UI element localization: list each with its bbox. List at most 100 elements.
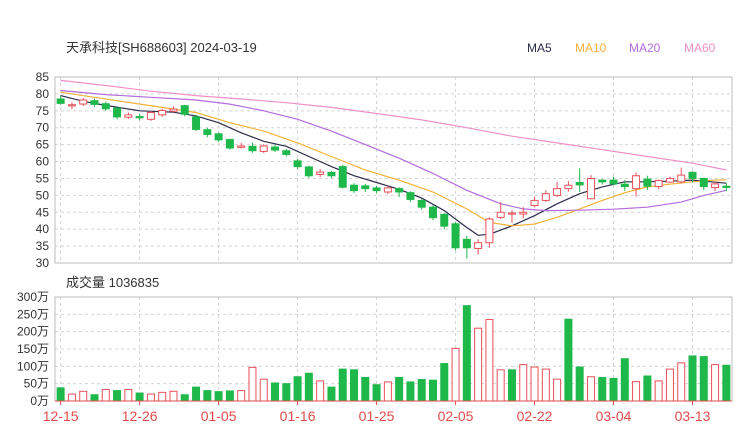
volume-bar: [609, 377, 618, 402]
candle-body: [372, 187, 381, 192]
volume-bar: [428, 379, 437, 402]
candle-body: [225, 139, 234, 149]
volume-bar: [67, 393, 76, 402]
chart-title: 天承科技[SH688603] 2024-03-19: [66, 40, 257, 55]
candle-body: [237, 145, 246, 148]
volume-bar: [361, 376, 370, 402]
candle-body: [304, 166, 313, 177]
volume-bar: [665, 368, 674, 402]
price-y-tick: 40: [36, 222, 50, 236]
volume-bar: [541, 368, 550, 402]
candle-body: [113, 107, 122, 118]
volume-bar: [192, 386, 201, 402]
legend-ma60: MA60: [684, 41, 716, 55]
candle-body: [575, 182, 584, 186]
candle-body: [609, 179, 618, 185]
candle-body: [293, 160, 302, 168]
candle-body: [406, 192, 415, 200]
candle-body: [158, 109, 167, 116]
volume-bar: [711, 364, 720, 402]
volume-bar: [338, 368, 347, 402]
volume-bar: [259, 378, 268, 402]
candle-body: [417, 199, 426, 208]
volume-y-tick: 250万: [17, 307, 49, 321]
candle-body: [169, 108, 178, 112]
volume-bar: [101, 389, 110, 402]
volume-y-tick: 300万: [17, 290, 49, 304]
candle-body: [146, 112, 155, 120]
candle-body: [259, 145, 268, 152]
volume-bar: [124, 389, 133, 402]
candle-body: [180, 105, 189, 115]
volume-bar: [225, 390, 234, 402]
candle-body: [699, 177, 708, 188]
volume-bar: [350, 369, 359, 402]
volume-bar: [496, 369, 505, 402]
candle-body: [564, 184, 573, 190]
x-tick-label: 02-22: [517, 408, 553, 424]
volume-bar: [530, 366, 539, 402]
volume-bar: [417, 379, 426, 402]
legend-ma20: MA20: [629, 41, 661, 55]
volume-bar: [169, 390, 178, 402]
x-tick-label: 12-26: [122, 408, 158, 424]
volume-bar: [620, 358, 629, 402]
candle-body: [474, 242, 483, 249]
candle-body: [203, 129, 212, 135]
legend-ma5: MA5: [527, 41, 552, 55]
volume-title: 成交量 1036835: [66, 275, 159, 290]
candle-body: [677, 174, 686, 183]
volume-bar: [440, 363, 449, 402]
candle-body: [395, 188, 404, 193]
candle-body: [530, 199, 539, 207]
price-y-tick: 55: [36, 171, 50, 185]
price-y-tick: 70: [36, 121, 50, 135]
volume-bar: [372, 384, 381, 402]
volume-bar: [214, 391, 223, 402]
volume-bar: [383, 381, 392, 402]
candle-body: [271, 146, 280, 151]
volume-bar: [519, 364, 528, 402]
candle-body: [632, 175, 641, 190]
candle-body: [553, 188, 562, 196]
volume-y-tick: 150万: [17, 342, 49, 356]
candle-body: [90, 100, 99, 105]
candle-body: [383, 187, 392, 193]
candle-body: [79, 99, 88, 105]
candle-body: [485, 218, 494, 244]
candle-body: [598, 179, 607, 183]
volume-bar: [451, 347, 460, 402]
volume-bar: [90, 394, 99, 402]
price-y-tick: 85: [36, 70, 50, 84]
volume-bar: [654, 380, 663, 402]
volume-bar: [485, 319, 494, 402]
candle-body: [722, 185, 731, 188]
volume-bar: [158, 391, 167, 402]
volume-y-tick: 200万: [17, 325, 49, 339]
volume-bar: [180, 394, 189, 402]
volume-bar: [395, 376, 404, 402]
x-tick-label: 12-15: [43, 408, 79, 424]
volume-bar: [248, 366, 257, 402]
ma-line-ma60: [60, 79, 727, 171]
candle-body: [214, 133, 223, 141]
volume-bar: [316, 380, 325, 402]
volume-bar: [135, 392, 144, 402]
volume-bar: [282, 383, 291, 402]
price-y-tick: 75: [36, 104, 50, 118]
volume-bar: [113, 390, 122, 402]
candle-body: [316, 171, 325, 175]
volume-bar: [598, 376, 607, 402]
candle-body: [67, 104, 76, 107]
candle-body: [361, 185, 370, 190]
candle-body: [135, 116, 144, 119]
volume-bar: [699, 356, 708, 402]
x-tick-label: 03-13: [675, 408, 711, 424]
ma-line-ma20: [60, 89, 727, 212]
candle-body: [282, 150, 291, 155]
price-panel-frame: [54, 76, 733, 264]
volume-bar: [553, 378, 562, 402]
candle-body: [496, 211, 505, 218]
price-y-tick: 30: [36, 256, 50, 270]
